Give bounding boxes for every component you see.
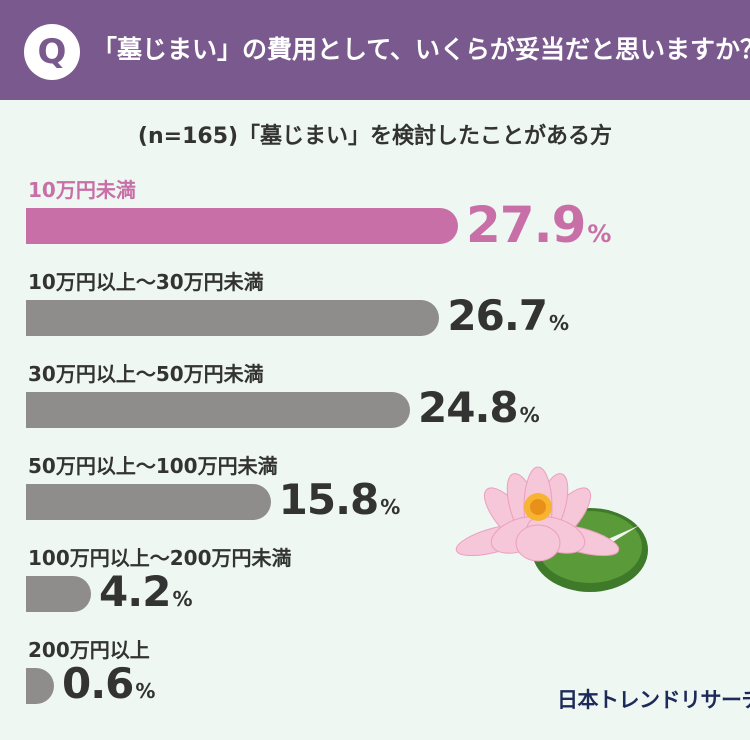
value-number: 0.6 [62,659,134,708]
percent-sign: % [380,495,401,519]
category-label: 30万円以上～50万円未満 [28,362,264,386]
value-number: 15.8 [278,475,380,524]
bar [26,208,458,244]
bar [26,300,440,336]
q-badge: Q [24,24,80,80]
bar [26,484,271,520]
value-label: 4.2% [99,571,192,613]
brand-logo: 日本トレンドリサーチ [557,688,750,712]
value-number: 27.9 [466,196,586,254]
category-label: 50万円以上～100万円未満 [28,454,278,478]
value-label: 26.7% [447,295,569,337]
bar [26,576,92,612]
lotus-icon [455,466,648,592]
percent-sign: % [135,679,156,703]
percent-sign: % [549,311,570,335]
percent-sign: % [587,220,612,248]
percent-sign: % [519,403,540,427]
value-label: 0.6% [62,663,155,705]
question-header: Q 「墓じまい」の費用として、いくらが妥当だと思いますか？ [0,0,750,100]
bar [26,668,54,704]
value-label: 27.9% [466,200,611,250]
percent-sign: % [172,587,193,611]
value-number: 4.2 [99,567,171,616]
category-label: 100万円以上～200万円未満 [28,546,292,570]
category-label: 200万円以上 [28,638,150,662]
value-label: 15.8% [279,479,401,521]
value-number: 24.8 [418,383,519,432]
category-label: 10万円以上～30万円未満 [28,270,264,294]
bar [26,392,410,428]
chart-subtitle: (n=165)「墓じまい」を検討したことがある方 [137,124,613,149]
category-label: 10万円未満 [28,178,136,202]
value-number: 26.7 [447,291,548,340]
question-text: 「墓じまい」の費用として、いくらが妥当だと思いますか？ [92,35,750,64]
value-label: 24.8% [418,387,540,429]
